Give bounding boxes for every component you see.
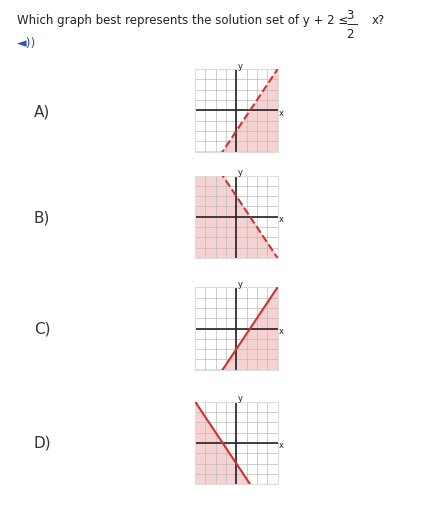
Text: y: y — [237, 62, 242, 71]
Text: D): D) — [34, 435, 51, 450]
Text: y: y — [237, 394, 242, 403]
Text: x: x — [279, 327, 284, 336]
Text: x: x — [279, 109, 284, 118]
Text: 2: 2 — [346, 28, 354, 41]
Text: x: x — [279, 215, 284, 224]
Text: ◄)): ◄)) — [17, 37, 36, 50]
Text: B): B) — [34, 211, 50, 226]
Text: y: y — [237, 280, 242, 289]
Text: 3: 3 — [346, 9, 353, 22]
Text: A): A) — [34, 104, 50, 119]
Text: y: y — [237, 168, 242, 177]
Text: x: x — [279, 441, 284, 450]
Text: C): C) — [34, 321, 50, 336]
Text: —: — — [346, 19, 358, 31]
Text: x?: x? — [371, 14, 384, 27]
Text: Which graph best represents the solution set of y + 2 ≤: Which graph best represents the solution… — [17, 14, 352, 27]
